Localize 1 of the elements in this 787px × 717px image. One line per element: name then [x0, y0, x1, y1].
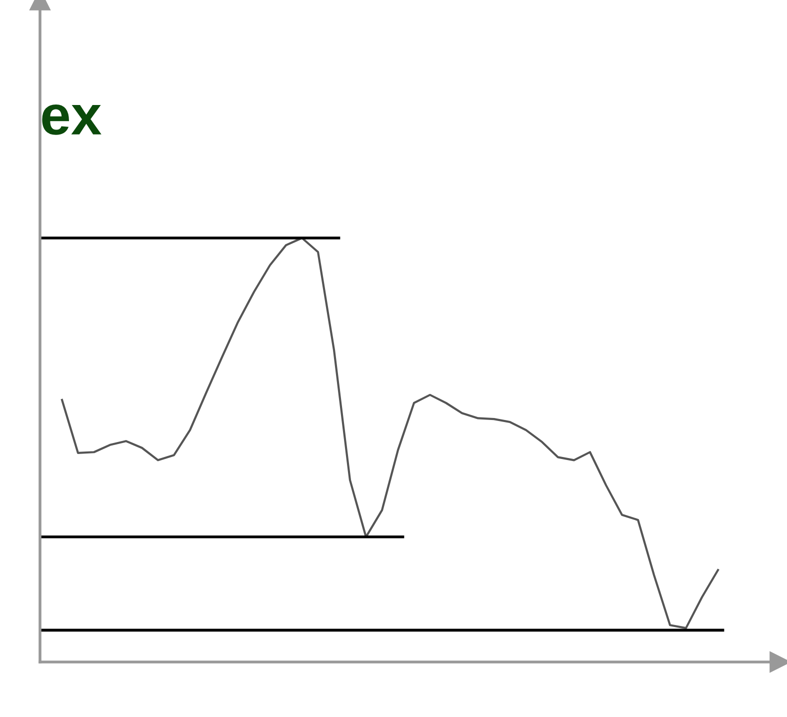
- chart-title: ex: [42, 104, 102, 135]
